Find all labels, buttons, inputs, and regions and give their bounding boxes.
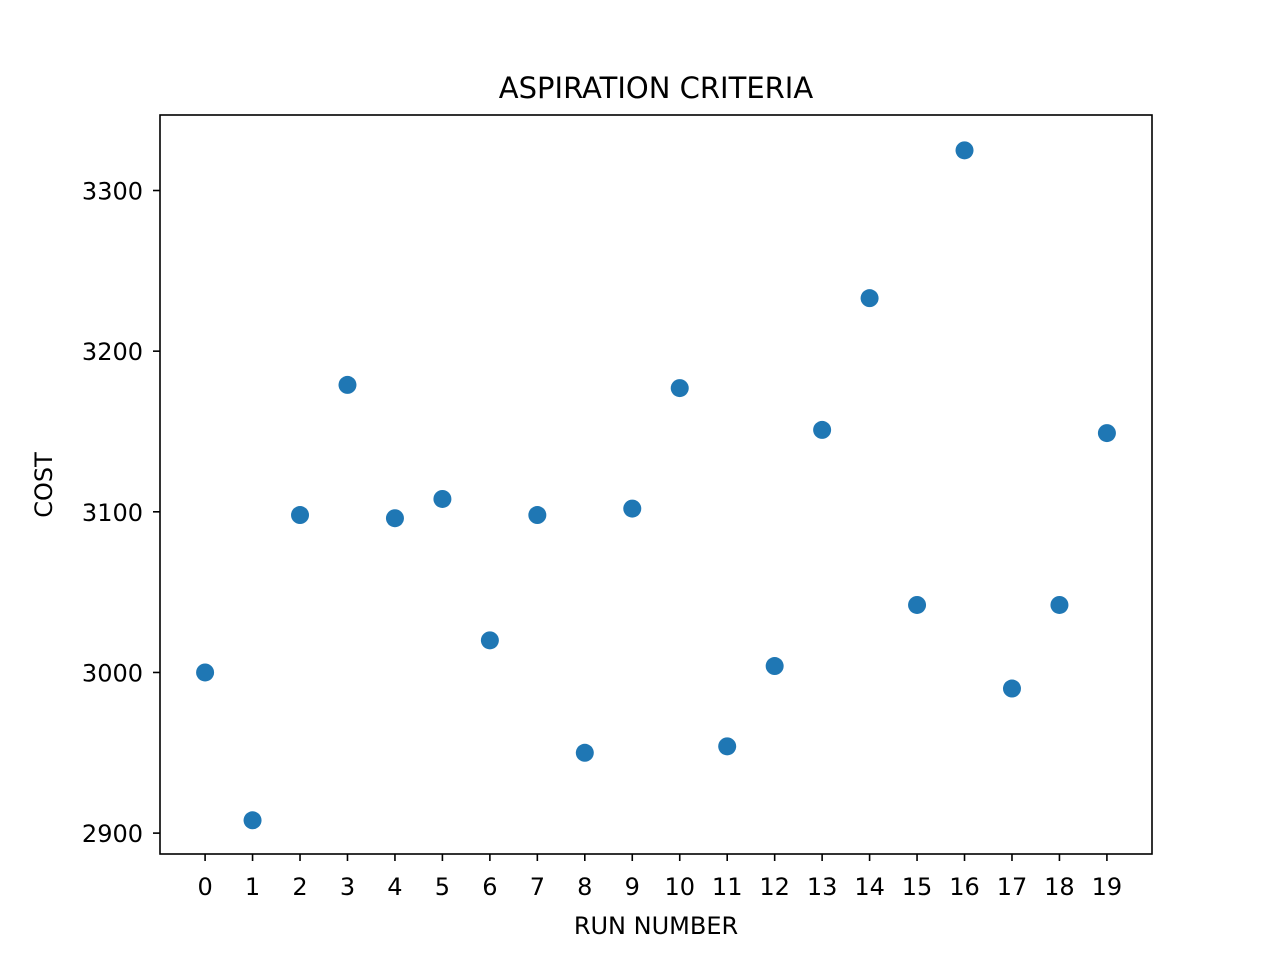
data-point xyxy=(1002,679,1021,698)
y-tick-label: 3000 xyxy=(82,659,143,687)
data-point xyxy=(623,499,642,518)
x-tick-label: 4 xyxy=(387,873,402,901)
data-point xyxy=(480,631,499,650)
data-point xyxy=(813,420,832,439)
data-point xyxy=(575,743,594,762)
data-point xyxy=(196,663,215,682)
x-tick-label: 19 xyxy=(1092,873,1123,901)
data-point xyxy=(243,811,262,830)
data-point xyxy=(385,509,404,528)
x-tick-label: 3 xyxy=(340,873,355,901)
x-tick-label: 17 xyxy=(997,873,1028,901)
y-tick-label: 3100 xyxy=(82,499,143,527)
x-tick-label: 0 xyxy=(197,873,212,901)
x-tick-label: 14 xyxy=(854,873,885,901)
data-point xyxy=(955,141,974,160)
data-point xyxy=(908,595,927,614)
chart-title: ASPIRATION CRITERIA xyxy=(499,71,814,105)
data-point xyxy=(1050,595,1069,614)
data-point xyxy=(433,489,452,508)
x-axis-label: RUN NUMBER xyxy=(574,912,738,940)
x-tick-label: 6 xyxy=(482,873,497,901)
x-tick-label: 16 xyxy=(949,873,980,901)
x-tick-label: 1 xyxy=(245,873,260,901)
x-tick-label: 8 xyxy=(577,873,592,901)
x-tick-label: 13 xyxy=(807,873,838,901)
axes-frame xyxy=(159,114,1153,855)
x-tick-label: 15 xyxy=(902,873,933,901)
data-point xyxy=(765,657,784,676)
x-tick-label: 7 xyxy=(530,873,545,901)
x-tick-label: 9 xyxy=(625,873,640,901)
x-tick-label: 12 xyxy=(759,873,790,901)
x-tick-label: 2 xyxy=(292,873,307,901)
data-point xyxy=(670,379,689,398)
data-point xyxy=(860,289,879,308)
data-point xyxy=(718,737,737,756)
x-tick-label: 11 xyxy=(712,873,743,901)
data-point xyxy=(291,506,310,525)
x-tick-label: 5 xyxy=(435,873,450,901)
x-tick-label: 18 xyxy=(1044,873,1075,901)
y-axis-label: COST xyxy=(30,452,58,518)
x-tick-label: 10 xyxy=(664,873,695,901)
data-point xyxy=(1097,424,1116,443)
y-tick-label: 2900 xyxy=(82,820,143,848)
data-point xyxy=(338,375,357,394)
data-point xyxy=(528,506,547,525)
y-tick-label: 3300 xyxy=(82,178,143,206)
y-tick-label: 3200 xyxy=(82,338,143,366)
plot-area: 0 1 2 3 4 5 6 7 8 9 10 11 12 13 14 15 16 17 18 192900300031… xyxy=(82,141,1122,901)
